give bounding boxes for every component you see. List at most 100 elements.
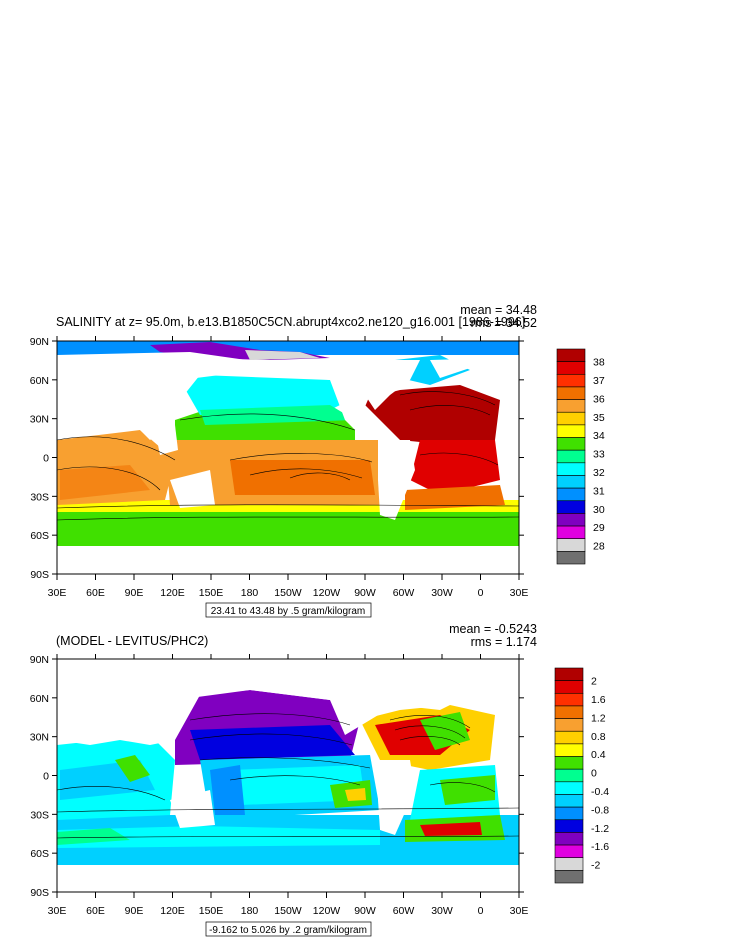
lat-tick-label: 90S bbox=[30, 569, 49, 581]
colorbar-label: -0.4 bbox=[591, 786, 609, 798]
lon-tick-label: 150W bbox=[274, 905, 302, 917]
colorbar-swatch bbox=[556, 348, 586, 362]
colorbar: 38 37 36 35 34 33 32 31 30 29 28 bbox=[556, 348, 605, 565]
colorbar-label: 30 bbox=[593, 504, 605, 516]
colorbar-swatch bbox=[554, 806, 584, 821]
colorbar-swatch bbox=[556, 500, 586, 514]
colorbar-swatch bbox=[554, 870, 584, 884]
salinity-map-panel: SALINITY at z= 95.0m, b.e13.B1850C5CN.ab… bbox=[30, 303, 605, 618]
lat-tick-label: 90S bbox=[30, 887, 49, 899]
lon-tick-label: 30W bbox=[431, 587, 453, 599]
colorbar-label: 31 bbox=[593, 485, 605, 497]
contour-info-box bbox=[205, 921, 372, 937]
lon-tick-label: 60E bbox=[86, 587, 105, 599]
colorbar-swatch bbox=[554, 857, 584, 871]
lat-tick-label: 0 bbox=[43, 771, 49, 783]
colorbar-label: -0.8 bbox=[591, 804, 609, 816]
lon-tick-label: 30E bbox=[510, 587, 529, 599]
colorbar-swatch bbox=[554, 756, 584, 770]
lat-tick-label: 60S bbox=[30, 530, 49, 542]
lon-tick-label: 60E bbox=[86, 905, 105, 917]
lat-tick-label: 30S bbox=[30, 809, 49, 821]
salinity-field bbox=[57, 341, 519, 574]
colorbar-swatch bbox=[554, 819, 584, 833]
colorbar: 2 1.6 1.2 0.8 0.4 0 -0.4 -0.8 -1.2 -1.6 -2 bbox=[554, 667, 609, 884]
rms-label: rms = 34.52 bbox=[471, 316, 537, 330]
colorbar-label: 33 bbox=[593, 449, 605, 461]
colorbar-label: 28 bbox=[593, 541, 605, 553]
lat-tick-label: 60N bbox=[30, 375, 49, 387]
latitude-axis: 90N 60N 30N 0 30S 60S 90S bbox=[30, 654, 524, 899]
colorbar-swatch bbox=[556, 373, 586, 388]
colorbar-swatch bbox=[554, 667, 584, 681]
colorbar-label: -1.2 bbox=[591, 823, 609, 835]
colorbar-swatch bbox=[556, 361, 586, 375]
difference-field bbox=[57, 659, 519, 892]
colorbar-swatch bbox=[554, 781, 584, 795]
colorbar-label: 32 bbox=[593, 467, 605, 479]
lat-tick-label: 60S bbox=[30, 848, 49, 860]
colorbar-label: -2 bbox=[591, 860, 600, 872]
colorbar-swatch bbox=[556, 437, 586, 451]
colorbar-swatch bbox=[556, 411, 586, 426]
mean-label: mean = -0.5243 bbox=[449, 622, 537, 636]
colorbar-swatch bbox=[554, 768, 584, 783]
lon-tick-label: 90E bbox=[125, 587, 144, 599]
colorbar-label: 2 bbox=[591, 676, 597, 688]
colorbar-swatch bbox=[556, 538, 586, 552]
colorbar-label: 0 bbox=[591, 768, 597, 780]
colorbar-label: -1.6 bbox=[591, 841, 609, 853]
colorbar-swatch bbox=[554, 743, 584, 757]
longitude-axis: 30E 60E 90E 120E 150E 180 150W 120W 90W 60W 30W 0 30… bbox=[48, 654, 529, 917]
colorbar-swatch bbox=[554, 794, 584, 808]
contour-info-box bbox=[205, 602, 372, 618]
colorbar-label: 36 bbox=[593, 393, 605, 405]
colorbar-swatch bbox=[556, 424, 586, 438]
colorbar-swatch bbox=[556, 487, 586, 502]
lon-tick-label: 90W bbox=[354, 587, 376, 599]
lon-tick-label: 90W bbox=[354, 905, 376, 917]
lat-tick-label: 30S bbox=[30, 491, 49, 503]
colorbar-label: 34 bbox=[593, 430, 605, 442]
difference-map-panel: (MODEL - LEVITUS/PHC2) mean = -0.5243 rm… bbox=[30, 622, 609, 937]
colorbar-swatch bbox=[554, 844, 584, 859]
colorbar-swatch bbox=[554, 705, 584, 719]
lon-tick-label: 120E bbox=[160, 905, 185, 917]
lon-tick-label: 30W bbox=[431, 905, 453, 917]
longitude-axis: 30E 60E 90E 120E 150E 180 150W 120W 90W 60W 30W 0 30… bbox=[48, 336, 529, 599]
lon-tick-label: 60W bbox=[393, 587, 415, 599]
lon-tick-label: 120E bbox=[160, 587, 185, 599]
colorbar-swatch bbox=[556, 399, 586, 413]
lon-tick-label: 30E bbox=[510, 905, 529, 917]
lon-tick-label: 180 bbox=[241, 587, 259, 599]
lon-tick-label: 120W bbox=[313, 905, 341, 917]
contour-info: 23.41 to 43.48 by .5 gram/kilogram bbox=[211, 606, 366, 617]
colorbar-swatch bbox=[556, 551, 586, 565]
lon-tick-label: 90E bbox=[125, 905, 144, 917]
lat-tick-label: 0 bbox=[43, 453, 49, 465]
colorbar-label: 1.6 bbox=[591, 694, 606, 706]
rms-label: rms = 1.174 bbox=[471, 635, 537, 649]
colorbar-swatch bbox=[554, 692, 584, 707]
colorbar-swatch bbox=[556, 513, 586, 527]
lon-tick-label: 120W bbox=[313, 587, 341, 599]
lat-tick-label: 90N bbox=[30, 654, 49, 666]
lon-tick-label: 30E bbox=[48, 905, 67, 917]
lat-tick-label: 30N bbox=[30, 414, 49, 426]
colorbar-label: 38 bbox=[593, 357, 605, 369]
lon-tick-label: 150E bbox=[199, 587, 224, 599]
mean-label: mean = 34.48 bbox=[460, 303, 537, 317]
colorbar-swatch bbox=[556, 386, 586, 400]
colorbar-swatch bbox=[554, 730, 584, 745]
map-title: SALINITY at z= 95.0m, b.e13.B1850C5CN.ab… bbox=[56, 315, 525, 329]
colorbar-label: 29 bbox=[593, 522, 605, 534]
colorbar-label: 37 bbox=[593, 375, 605, 387]
lon-tick-label: 0 bbox=[478, 587, 484, 599]
colorbar-label: 1.2 bbox=[591, 712, 606, 724]
lon-tick-label: 150W bbox=[274, 587, 302, 599]
colorbar-swatch bbox=[556, 462, 586, 476]
colorbar-swatch bbox=[556, 475, 586, 489]
lon-tick-label: 180 bbox=[241, 905, 259, 917]
contour-info: -9.162 to 5.026 by .2 gram/kilogram bbox=[209, 925, 367, 936]
